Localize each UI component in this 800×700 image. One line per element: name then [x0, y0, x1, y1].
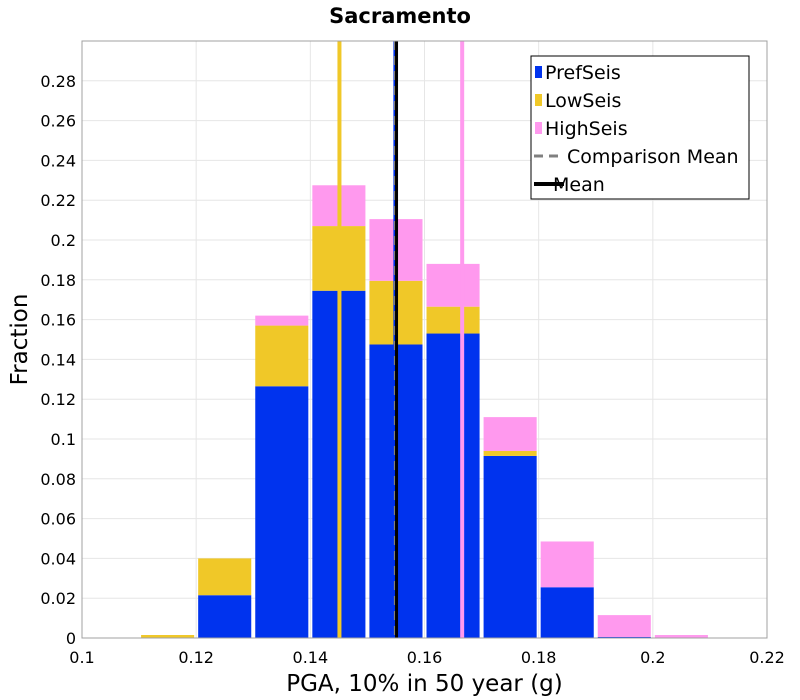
bar-highseis-5	[426, 263, 480, 307]
y-tick-label: 0.24	[40, 151, 76, 170]
chart-title: Sacramento	[329, 4, 471, 28]
x-tick-label: 0.14	[293, 648, 329, 667]
x-tick-label: 0.16	[407, 648, 443, 667]
bar-lowseis-6	[483, 450, 537, 456]
x-axis-label: PGA, 10% in 50 year (g)	[286, 671, 563, 697]
y-tick-label: 0.16	[40, 311, 76, 330]
bar-prefseis-1	[198, 595, 252, 638]
x-tick-label: 0.18	[521, 648, 557, 667]
legend-item-comparison-mean-label: Comparison Mean	[567, 146, 739, 168]
legend-box	[530, 55, 750, 200]
bar-lowseis-2	[255, 325, 309, 387]
legend-item-highseis-label: HighSeis	[545, 118, 628, 140]
legend: PrefSeis LowSeis HighSeis Comparison Mean Me…	[530, 55, 750, 200]
y-tick-label: 0.06	[40, 510, 76, 529]
x-tick-label: 0.1	[69, 648, 94, 667]
y-tick-label: 0	[66, 629, 76, 648]
y-tick-label: 0.1	[51, 430, 76, 449]
x-tick-label: 0.12	[178, 648, 214, 667]
bar-lowseis-0	[141, 635, 195, 638]
x-tick-label: 0.2	[640, 648, 665, 667]
y-tick-label: 0.28	[40, 72, 76, 91]
y-tick-label: 0.02	[40, 589, 76, 608]
y-tick-label: 0.12	[40, 390, 76, 409]
mean-lines	[337, 41, 465, 638]
bar-prefseis-5	[426, 333, 480, 638]
bar-highseis-7	[540, 541, 594, 588]
y-tick-label: 0.22	[40, 191, 76, 210]
legend-item-highseis-swatch	[535, 122, 542, 134]
legend-item-prefseis-swatch	[535, 66, 542, 78]
y-tick-label: 0.14	[40, 350, 76, 369]
bar-highseis-9	[654, 635, 708, 638]
bar-prefseis-7	[540, 587, 594, 638]
bar-prefseis-6	[483, 455, 537, 638]
y-axis-ticks: 0 0.02 0.04 0.06 0.08 0.1 0.12 0.14 0.16 0.18 0.2 0…	[40, 72, 76, 648]
bar-highseis-8	[597, 615, 651, 638]
bar-highseis-6	[483, 417, 537, 451]
legend-item-lowseis-label: LowSeis	[545, 90, 621, 112]
legend-item-lowseis-swatch	[535, 94, 542, 106]
x-tick-label: 0.22	[749, 648, 785, 667]
plot-border	[81, 40, 768, 639]
bar-lowseis-1	[198, 558, 252, 596]
bar-prefseis-2	[255, 386, 309, 638]
bar-highseis-2	[255, 315, 309, 326]
y-tick-label: 0.08	[40, 470, 76, 489]
y-tick-label: 0.04	[40, 549, 76, 568]
y-tick-label: 0.18	[40, 271, 76, 290]
legend-item-mean-label: Mean	[553, 174, 605, 196]
bar-lowseis-5	[426, 306, 480, 334]
y-tick-label: 0.26	[40, 112, 76, 131]
y-tick-label: 0.2	[51, 231, 76, 250]
legend-item-prefseis-label: PrefSeis	[545, 62, 621, 84]
y-axis-label: Fraction	[7, 294, 33, 386]
x-axis-ticks: 0.1 0.12 0.14 0.16 0.18 0.2 0.22	[69, 648, 785, 667]
